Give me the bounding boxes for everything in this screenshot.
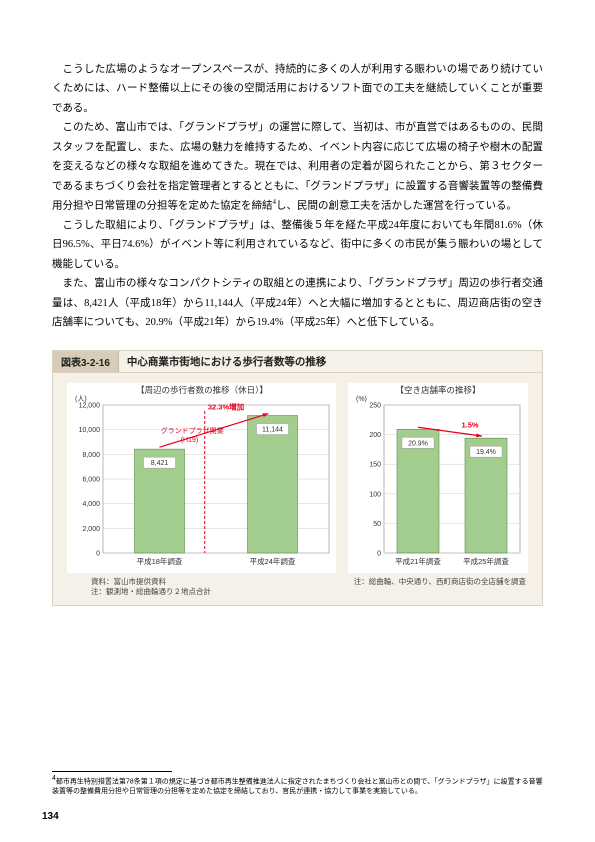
svg-text:【空き店舗率の推移】: 【空き店舗率の推移】 <box>396 385 481 395</box>
svg-text:【周辺の歩行者数の推移（休日）】: 【周辺の歩行者数の推移（休日）】 <box>136 385 268 395</box>
svg-text:150: 150 <box>370 462 382 469</box>
svg-text:1.5%: 1.5% <box>462 421 479 430</box>
svg-text:50: 50 <box>374 521 382 528</box>
footer-left: 資料：富山市提供資料 注：観測地・総曲輪通り２地点合計 <box>91 577 211 597</box>
svg-text:平成25年調査: 平成25年調査 <box>463 556 509 566</box>
svg-text:19.4%: 19.4% <box>476 450 496 457</box>
chart-left: 【周辺の歩行者数の推移（休日）】 0 2,000 4,000 6,000 8,000 10,… <box>67 383 336 573</box>
svg-text:(%): (%) <box>356 396 367 403</box>
svg-text:12,000: 12,000 <box>79 403 101 410</box>
paragraph-4: また、富山市の様々なコンパクトシティの取組との連携により、「グランドプラザ」周辺… <box>52 274 543 332</box>
svg-text:平成18年調査: 平成18年調査 <box>137 556 183 566</box>
figure-title: 中心商業市街地における歩行者数等の推移 <box>119 351 335 372</box>
page-number: 134 <box>42 811 59 822</box>
svg-text:8,000: 8,000 <box>82 452 100 459</box>
svg-text:10,000: 10,000 <box>79 428 101 435</box>
svg-text:平成21年調査: 平成21年調査 <box>395 556 441 566</box>
paragraph-1: こうした広場のようなオープンスペースが、持続的に多くの人が利用する賑わいの場であ… <box>52 60 543 118</box>
paragraph-2: このため、富山市では、「グランドプラザ」の運営に際して、当初は、市が直営ではある… <box>52 118 543 216</box>
svg-text:平成24年調査: 平成24年調査 <box>250 556 296 566</box>
svg-text:0: 0 <box>96 551 100 558</box>
svg-text:2,000: 2,000 <box>82 526 100 533</box>
svg-text:8,421: 8,421 <box>151 461 169 468</box>
figure-box: 図表3-2-16 中心商業市街地における歩行者数等の推移 【周辺の歩行者数の推移… <box>52 350 543 606</box>
svg-text:(H19): (H19) <box>181 437 199 444</box>
footnote-separator <box>52 771 172 772</box>
svg-text:0: 0 <box>378 551 382 558</box>
svg-text:32.3%増加: 32.3%増加 <box>208 402 244 412</box>
svg-text:4,000: 4,000 <box>82 502 100 509</box>
footnote: 4都市再生特別措置法第78条第１項の規定に基づき都市再生整備推進法人に指定された… <box>52 771 543 796</box>
svg-text:200: 200 <box>370 433 382 440</box>
svg-text:(人): (人) <box>75 395 87 403</box>
body-text: こうした広場のようなオープンスペースが、持続的に多くの人が利用する賑わいの場であ… <box>52 60 543 332</box>
footer-right: 注：総曲輪、中央通り、西町商店街の全店舗を調査 <box>354 577 526 597</box>
charts-row: 【周辺の歩行者数の推移（休日）】 0 2,000 4,000 6,000 8,000 10,… <box>53 373 542 575</box>
svg-text:グランドプラザ開業: グランドプラザ開業 <box>161 426 224 435</box>
svg-text:11,144: 11,144 <box>262 427 283 434</box>
figure-header: 図表3-2-16 中心商業市街地における歩行者数等の推移 <box>53 351 542 373</box>
svg-text:6,000: 6,000 <box>82 477 100 484</box>
svg-text:20.9%: 20.9% <box>408 441 428 448</box>
figure-number: 図表3-2-16 <box>53 351 119 372</box>
chart-footer: 資料：富山市提供資料 注：観測地・総曲輪通り２地点合計 注：総曲輪、中央通り、西… <box>53 575 542 597</box>
chart-right: 【空き店舗率の推移】 0 50 100 150 200 250(%) 20.9% 平成21年調査… <box>348 383 528 573</box>
paragraph-3: こうした取組により、「グランドプラザ」は、整備後５年を経た平成24年度においても… <box>52 216 543 274</box>
footnote-text: 都市再生特別措置法第78条第１項の規定に基づき都市再生整備推進法人に指定されたま… <box>52 779 543 795</box>
svg-text:100: 100 <box>370 492 382 499</box>
svg-text:250: 250 <box>370 403 382 410</box>
